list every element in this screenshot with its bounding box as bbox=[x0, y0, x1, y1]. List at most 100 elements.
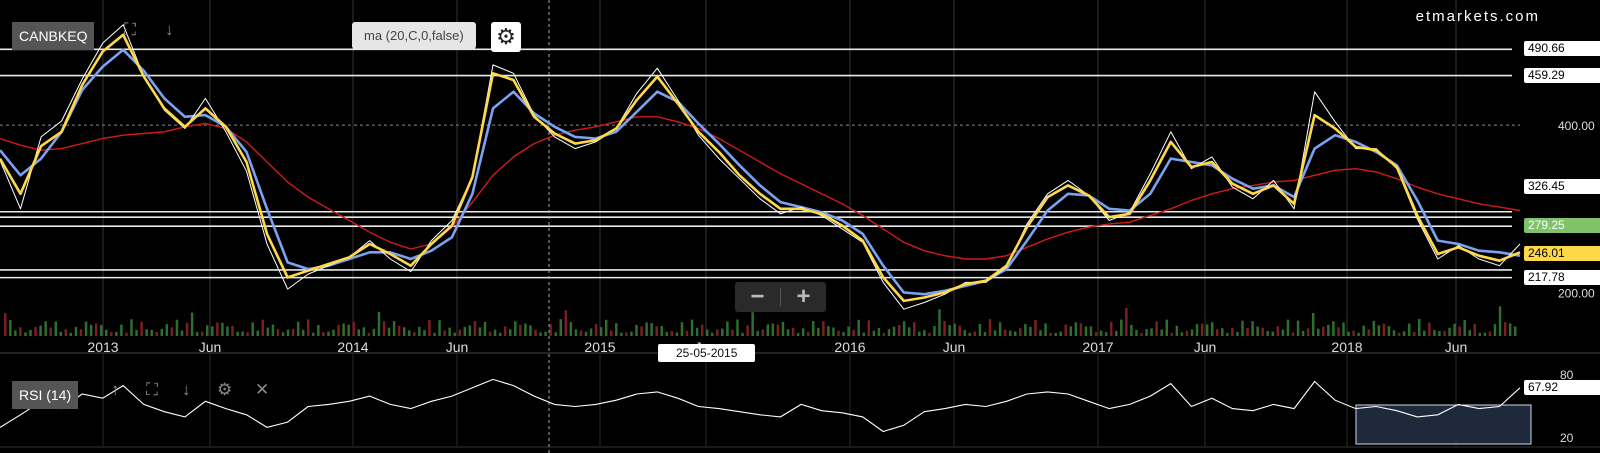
symbol-label: CANBKEQ bbox=[12, 22, 95, 50]
volume-bar bbox=[822, 321, 825, 336]
volume-bar bbox=[296, 321, 300, 336]
gear-icon[interactable]: ⚙ bbox=[491, 22, 521, 52]
volume-bar bbox=[554, 332, 557, 336]
volume-bar bbox=[150, 329, 153, 336]
volume-bar bbox=[135, 330, 138, 336]
volume-bar bbox=[1352, 330, 1355, 336]
volume-bar bbox=[448, 327, 451, 336]
volume-bar bbox=[120, 324, 123, 336]
volume-bar bbox=[89, 324, 93, 336]
volume-bar bbox=[958, 325, 961, 336]
volume-bar bbox=[190, 312, 194, 336]
volume-bar bbox=[1216, 329, 1219, 336]
volume-bar bbox=[382, 321, 386, 336]
volume-bar bbox=[599, 327, 603, 336]
volume-bar bbox=[736, 319, 739, 336]
x-tick-label: 2018 bbox=[1331, 339, 1362, 355]
volume-bar bbox=[1074, 322, 1078, 336]
volume-bar bbox=[943, 321, 946, 336]
volume-bar bbox=[1266, 331, 1269, 336]
volume-bar bbox=[387, 327, 391, 336]
volume-bar bbox=[711, 332, 714, 336]
volume-bar bbox=[786, 329, 790, 336]
volume-bar bbox=[428, 319, 431, 336]
volume-bar bbox=[1448, 327, 1451, 336]
arrow-up-icon[interactable]: ↑ bbox=[111, 380, 120, 399]
volume-bar bbox=[1185, 330, 1189, 336]
volume-bar bbox=[933, 326, 936, 336]
volume-bar bbox=[1079, 323, 1083, 336]
volume-bar bbox=[716, 329, 719, 336]
volume-bar bbox=[630, 331, 633, 336]
volume-bar bbox=[211, 326, 214, 336]
volume-bar bbox=[1508, 323, 1512, 336]
x-tick-label: 2013 bbox=[87, 339, 118, 355]
volume-bar bbox=[271, 324, 275, 336]
volume-bar bbox=[231, 325, 234, 336]
volume-bar bbox=[1008, 330, 1012, 336]
volume-bar bbox=[160, 328, 164, 336]
volume-bar bbox=[1488, 331, 1492, 336]
close-icon[interactable]: ✕ bbox=[255, 380, 270, 399]
arrow-down-icon[interactable]: ↓ bbox=[165, 20, 174, 39]
volume-bar bbox=[1231, 327, 1234, 336]
volume-bar bbox=[1463, 319, 1466, 336]
volume-bar bbox=[887, 329, 891, 336]
volume-bar bbox=[29, 329, 32, 336]
volume-bar bbox=[140, 321, 143, 336]
volume-bar bbox=[610, 330, 613, 336]
volume-bar bbox=[1478, 332, 1482, 336]
plus-icon[interactable]: + bbox=[796, 283, 811, 310]
expand-icon[interactable]: ⛶ bbox=[146, 380, 158, 399]
volume-bar bbox=[438, 320, 441, 336]
volume-bar bbox=[635, 324, 638, 336]
volume-bar bbox=[620, 332, 623, 336]
volume-bar bbox=[1342, 322, 1345, 336]
volume-bar bbox=[397, 325, 401, 336]
volume-bar bbox=[539, 332, 542, 336]
price-tag: 490.66 bbox=[1524, 41, 1600, 57]
volume-bar bbox=[1059, 331, 1062, 336]
ma50-line bbox=[0, 48, 1521, 296]
volume-bar bbox=[49, 327, 52, 336]
volume-bar bbox=[337, 324, 340, 336]
volume-bar bbox=[1382, 323, 1386, 336]
volume-bar bbox=[1286, 319, 1290, 336]
indicator-label[interactable]: ma (20,C,0,false) bbox=[352, 22, 476, 49]
volume-bar bbox=[604, 319, 608, 336]
volume-bar bbox=[1337, 327, 1340, 336]
volume-bar bbox=[1311, 312, 1315, 336]
volume-bar bbox=[291, 328, 295, 336]
volume-bar bbox=[372, 328, 376, 336]
volume-bar bbox=[1347, 331, 1350, 336]
volume-bar bbox=[1513, 326, 1517, 336]
volume-bar bbox=[1256, 326, 1259, 336]
expand-icon[interactable]: ⛶ bbox=[124, 20, 136, 39]
volume-bar bbox=[1276, 326, 1280, 336]
volume-bar bbox=[615, 323, 618, 336]
arrow-down-icon[interactable]: ↓ bbox=[182, 380, 191, 399]
volume-bar bbox=[226, 326, 229, 336]
volume-bar bbox=[94, 323, 98, 336]
volume-bar bbox=[19, 327, 22, 336]
volume-bar bbox=[221, 322, 224, 336]
volume-bar bbox=[281, 332, 285, 336]
volume-bar bbox=[968, 332, 972, 336]
volume-bar bbox=[392, 321, 396, 336]
gear-icon[interactable]: ⚙ bbox=[217, 380, 233, 399]
volume-bar bbox=[1433, 329, 1436, 336]
volume-bar bbox=[423, 330, 426, 336]
volume-bar bbox=[1109, 321, 1113, 336]
rsi-label: RSI (14) bbox=[12, 381, 79, 409]
volume-bar bbox=[200, 331, 204, 336]
x-tick-label: Jun bbox=[943, 339, 966, 355]
volume-bar bbox=[670, 331, 674, 336]
volume-bar bbox=[1493, 324, 1497, 336]
volume-bar bbox=[418, 326, 421, 336]
cursor-date-label: 25-05-2015 bbox=[658, 344, 756, 362]
minus-icon[interactable]: − bbox=[750, 283, 765, 310]
volume-bar bbox=[675, 332, 679, 336]
volume-bar bbox=[1291, 332, 1295, 336]
volume-bar bbox=[973, 331, 977, 336]
